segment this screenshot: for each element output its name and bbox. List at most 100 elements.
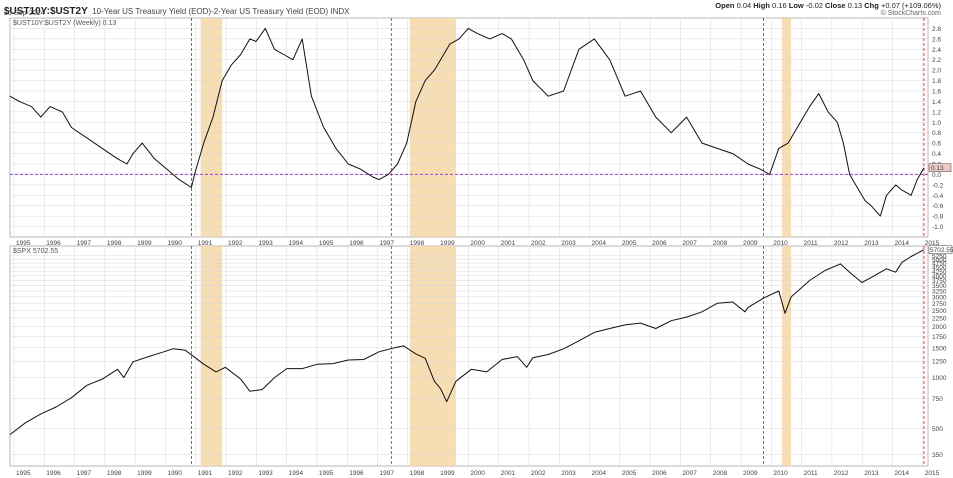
x-tick-label-top: 1997 bbox=[380, 240, 395, 247]
x-tick-label-top: 1995 bbox=[16, 240, 31, 247]
x-tick-label-top: 2003 bbox=[561, 240, 576, 247]
y-tick-label-top: 0.8 bbox=[932, 130, 941, 137]
recession-band-bottom bbox=[781, 246, 792, 466]
x-tick-label-bottom: 2009 bbox=[743, 470, 758, 477]
x-tick-label-bottom: 1998 bbox=[107, 470, 122, 477]
x-tick-label-top: 2010 bbox=[773, 240, 788, 247]
x-tick-label-top: 2007 bbox=[682, 240, 697, 247]
x-tick-label-bottom: 2013 bbox=[864, 470, 879, 477]
x-tick-label-bottom: 1995 bbox=[319, 470, 334, 477]
x-tick-label-top: 2014 bbox=[894, 240, 909, 247]
last-value-label-top: 0.13 bbox=[931, 165, 944, 172]
x-tick-label-bottom: 2006 bbox=[652, 470, 667, 477]
open-value: 0.04 bbox=[736, 1, 752, 10]
x-tick-label-top: 1999 bbox=[440, 240, 455, 247]
chart-date: 20-Sep-2024 bbox=[4, 10, 45, 17]
x-tick-label-bottom: 2015 bbox=[925, 470, 940, 477]
x-tick-label-top: 1996 bbox=[349, 240, 364, 247]
y-tick-label-top: -0.6 bbox=[932, 203, 944, 210]
x-tick-label-top: 1997 bbox=[77, 240, 92, 247]
x-tick-label-bottom: 1996 bbox=[46, 470, 61, 477]
x-tick-label-bottom: 1991 bbox=[198, 470, 213, 477]
x-tick-label-top: 1993 bbox=[258, 240, 273, 247]
y-tick-label-bottom: 4500 bbox=[932, 265, 947, 272]
x-tick-label-top: 2001 bbox=[501, 240, 516, 247]
y-tick-label-top: 0.4 bbox=[932, 151, 941, 158]
chg-label: Chg bbox=[864, 1, 879, 10]
x-tick-label-bottom: 2002 bbox=[531, 470, 546, 477]
x-tick-label-bottom: 2012 bbox=[834, 470, 849, 477]
y-tick-label-top: 1.0 bbox=[932, 120, 941, 127]
x-tick-label-bottom: 2001 bbox=[501, 470, 516, 477]
y-tick-label-top: 1.6 bbox=[932, 89, 941, 96]
x-tick-label-top: 2000 bbox=[470, 240, 485, 247]
low-label: Low bbox=[788, 1, 804, 10]
x-tick-label-bottom: 1996 bbox=[349, 470, 364, 477]
y-tick-label-bottom: 3750 bbox=[932, 278, 947, 285]
y-tick-label-bottom: 3500 bbox=[932, 283, 947, 290]
legend-top: $UST10Y:$UST2Y (Weekly) 0.13 bbox=[13, 20, 116, 27]
x-tick-label-top: 2005 bbox=[622, 240, 637, 247]
y-tick-label-bottom: 3000 bbox=[932, 294, 947, 301]
last-value-marker-bottom bbox=[928, 245, 953, 254]
y-tick-label-top: -1.0 bbox=[932, 224, 944, 231]
x-tick-label-bottom: 2008 bbox=[713, 470, 728, 477]
x-tick-label-top: 2004 bbox=[592, 240, 607, 247]
recession-band-top bbox=[200, 18, 223, 237]
y-tick-label-top: 1.4 bbox=[932, 99, 941, 106]
y-tick-label-top: 2.4 bbox=[932, 47, 941, 54]
x-tick-label-bottom: 2007 bbox=[682, 470, 697, 477]
x-tick-label-top: 1992 bbox=[228, 240, 243, 247]
x-tick-label-top: 2006 bbox=[652, 240, 667, 247]
x-tick-label-bottom: 2000 bbox=[470, 470, 485, 477]
chg-value: +0.07 (+109.06%) bbox=[880, 1, 941, 10]
x-tick-label-top: 2009 bbox=[743, 240, 758, 247]
x-tick-label-bottom: 1995 bbox=[16, 470, 31, 477]
series-line-yield-spread bbox=[9, 27, 925, 217]
y-tick-label-bottom: 2500 bbox=[932, 308, 947, 315]
y-tick-label-bottom: 500 bbox=[932, 426, 943, 433]
x-tick-label-top: 1994 bbox=[289, 240, 304, 247]
low-value: -0.02 bbox=[805, 1, 823, 10]
panel-bottom-frame bbox=[9, 245, 929, 467]
x-tick-label-bottom: 1992 bbox=[228, 470, 243, 477]
close-label: Close bbox=[825, 1, 846, 10]
series-line-spx bbox=[9, 249, 925, 435]
x-tick-label-top: 2013 bbox=[864, 240, 879, 247]
y-tick-label-bottom: 1750 bbox=[932, 334, 947, 341]
x-tick-label-top: 1990 bbox=[167, 240, 182, 247]
x-tick-label-top: 2002 bbox=[531, 240, 546, 247]
x-tick-label-bottom: 1999 bbox=[440, 470, 455, 477]
y-tick-label-top: 2.8 bbox=[932, 26, 941, 33]
x-tick-label-top: 1991 bbox=[198, 240, 213, 247]
x-tick-label-bottom: 1997 bbox=[77, 470, 92, 477]
y-tick-label-bottom: 2750 bbox=[932, 301, 947, 308]
x-tick-label-bottom: 1998 bbox=[410, 470, 425, 477]
x-tick-label-bottom: 2014 bbox=[894, 470, 909, 477]
symbol-title: $UST10Y:$UST2Y bbox=[4, 6, 88, 17]
last-value-label-bottom: 5702.55 bbox=[930, 247, 953, 254]
symbol-description: 10-Year US Treasury Yield (EOD)-2-Year U… bbox=[92, 7, 350, 16]
x-tick-label-bottom: 1990 bbox=[167, 470, 182, 477]
x-tick-label-top: 1999 bbox=[137, 240, 152, 247]
y-tick-label-bottom: 4250 bbox=[932, 269, 947, 276]
y-tick-label-bottom: 1250 bbox=[932, 359, 947, 366]
y-tick-label-top: 2.6 bbox=[932, 36, 941, 43]
open-label: Open bbox=[715, 1, 735, 10]
y-tick-label-bottom: 3250 bbox=[932, 289, 947, 296]
watermark: © StockCharts.com bbox=[880, 10, 941, 17]
recession-band-bottom bbox=[409, 246, 456, 466]
recession-band-top bbox=[409, 18, 456, 237]
x-tick-label-top: 2008 bbox=[713, 240, 728, 247]
recession-band-top bbox=[781, 18, 792, 237]
x-tick-label-bottom: 2003 bbox=[561, 470, 576, 477]
x-tick-label-bottom: 2011 bbox=[804, 470, 818, 477]
x-tick-label-top: 1998 bbox=[410, 240, 425, 247]
y-tick-label-bottom: 2250 bbox=[932, 316, 947, 323]
last-value-marker-top bbox=[928, 163, 952, 172]
y-tick-label-top: 1.2 bbox=[932, 109, 941, 116]
panel-top-frame bbox=[9, 17, 929, 238]
x-tick-label-top: 1998 bbox=[107, 240, 122, 247]
legend-bottom: $SPX 5702.55 bbox=[13, 248, 58, 255]
